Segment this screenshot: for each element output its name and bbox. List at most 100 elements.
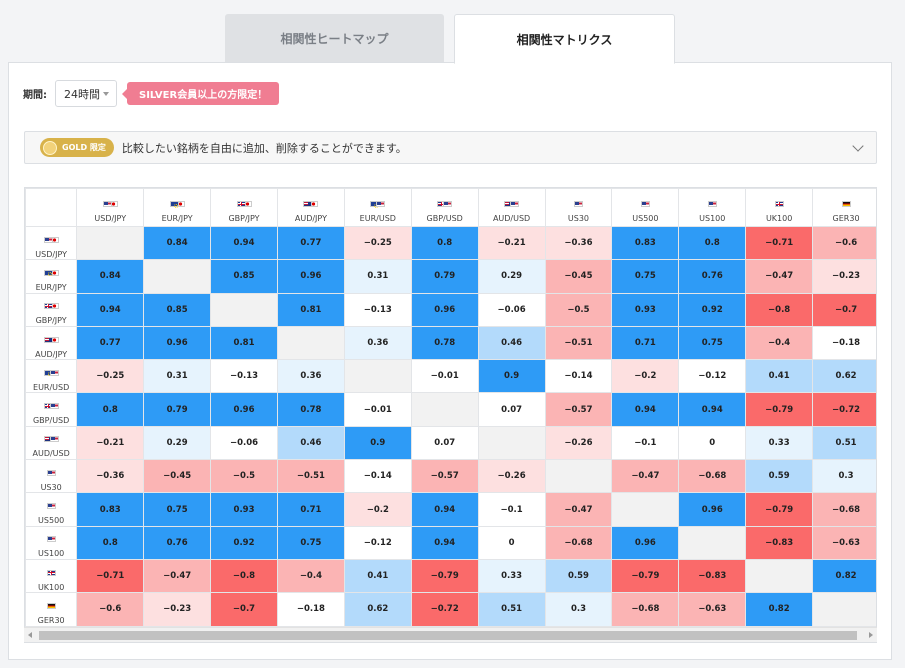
column-symbol: GBP/USD	[426, 214, 463, 223]
matrix-cell: 0.77	[76, 325, 145, 361]
flag-icon	[504, 198, 520, 207]
matrix-cell: 0.94	[410, 525, 479, 560]
matrix-cell: 0.83	[611, 225, 680, 261]
flag-icon	[640, 198, 650, 207]
matrix-cell: −0.7	[812, 292, 876, 327]
matrix-panel: 期間: 24時間 SILVER会員以上の方限定！ GOLD 限定 比較したい銘柄…	[8, 62, 892, 660]
matrix-cell: −0.25	[76, 359, 145, 394]
matrix-cell: −0.79	[745, 492, 814, 527]
correlation-table: USD/JPY EUR/JPY GBP/JPY AUD/JPY EUR/USD GBP/U…	[25, 188, 876, 627]
matrix-cell: 0.62	[343, 592, 412, 627]
matrix-cell: 0.84	[143, 225, 212, 261]
column-symbol: USD/JPY	[94, 214, 127, 223]
row-symbol: US500	[38, 516, 65, 526]
flag-icon	[303, 198, 319, 207]
matrix-cell: −0.47	[611, 459, 680, 494]
matrix-cell: −0.68	[544, 525, 613, 560]
chevron-down-icon[interactable]	[852, 140, 864, 152]
flag-icon	[236, 198, 252, 207]
flag-eu-icon	[43, 269, 53, 277]
flag-icon	[841, 198, 851, 207]
column-symbol: EUR/USD	[359, 214, 396, 223]
matrix-cell: 0.71	[276, 492, 345, 527]
matrix-cell: 0.29	[477, 259, 546, 294]
column-header: US30	[544, 188, 613, 227]
matrix-cell: 0.59	[745, 459, 814, 494]
scroll-left-icon[interactable]	[28, 632, 32, 638]
matrix-cell: 0.3	[544, 592, 613, 627]
matrix-cell: −0.47	[745, 259, 814, 294]
caret-down-icon	[103, 92, 109, 96]
horizontal-scrollbar[interactable]	[24, 627, 877, 642]
matrix-cell: −0.21	[477, 225, 546, 261]
flag-us-icon	[510, 201, 520, 207]
matrix-cell: 0.9	[343, 425, 412, 461]
period-select[interactable]: 24時間	[55, 80, 117, 107]
matrix-cell: 0.71	[611, 325, 680, 361]
flag-icon	[46, 600, 56, 609]
matrix-cell: 0.41	[745, 359, 814, 394]
row-symbol: US30	[40, 482, 62, 492]
flag-icon	[46, 533, 56, 543]
matrix-cell-self	[812, 592, 876, 627]
flag-gb-icon	[236, 201, 246, 207]
matrix-cell: −0.01	[343, 392, 412, 427]
matrix-cell: −0.21	[76, 425, 145, 461]
column-symbol: GBP/JPY	[228, 214, 260, 223]
matrix-cell-self	[143, 259, 212, 294]
period-select-value: 24時間	[64, 87, 100, 101]
matrix-cell-self	[343, 359, 412, 394]
flag-us-icon	[102, 201, 112, 207]
matrix-cell: 0.31	[143, 359, 212, 394]
matrix-cell: 0.07	[477, 392, 546, 427]
flag-us-icon	[573, 201, 583, 207]
matrix-cell: 0.46	[276, 425, 345, 461]
matrix-cell: −0.71	[745, 225, 814, 261]
row-symbol: AUD/JPY	[35, 349, 68, 359]
flag-icon	[43, 234, 59, 243]
row-header: UK100	[25, 558, 78, 594]
matrix-cell: −0.2	[343, 492, 412, 527]
flag-us-icon	[640, 201, 650, 207]
matrix-cell: 0.75	[143, 492, 212, 527]
matrix-cell: 0.84	[76, 259, 145, 294]
matrix-cell: 0.94	[76, 292, 145, 327]
matrix-cell: −0.57	[410, 459, 479, 494]
gold-badge: GOLD 限定	[40, 138, 114, 157]
matrix-cell: −0.18	[276, 592, 345, 627]
matrix-cell: 0.46	[477, 325, 546, 361]
row-header: EUR/JPY	[25, 259, 78, 294]
matrix-cell: −0.13	[343, 292, 412, 327]
gold-feature-bar[interactable]: GOLD 限定 比較したい銘柄を自由に追加、削除することができます。	[24, 131, 877, 164]
column-symbol: US30	[567, 214, 590, 223]
tab-correlation-heatmap[interactable]: 相関性ヒートマップ	[225, 14, 444, 63]
matrix-cell: −0.36	[544, 225, 613, 261]
matrix-cell: 0.85	[210, 259, 278, 294]
correlation-matrix: USD/JPY EUR/JPY GBP/JPY AUD/JPY EUR/USD GBP/U…	[24, 187, 877, 643]
matrix-cell: −0.57	[544, 392, 613, 427]
flag-us-icon	[376, 201, 386, 207]
tab-correlation-matrix[interactable]: 相関性マトリクス	[454, 14, 675, 64]
column-header: US500	[611, 188, 680, 227]
flag-au-icon	[43, 336, 53, 343]
column-header: GBP/USD	[410, 188, 479, 227]
matrix-cell: −0.7	[210, 592, 278, 627]
matrix-cell: −0.79	[745, 392, 814, 427]
column-header: AUD/USD	[477, 188, 546, 227]
matrix-cell: −0.12	[343, 525, 412, 560]
scrollbar-thumb[interactable]	[39, 631, 857, 640]
scroll-right-icon[interactable]	[869, 632, 873, 638]
matrix-cell: −0.72	[410, 592, 479, 627]
matrix-row: GBP/USD 0.8 0.79 0.96 0.78 −0.01 0.07 −0.57 0.94…	[25, 392, 876, 427]
flag-us-icon	[443, 201, 453, 207]
row-header: US30	[25, 459, 78, 494]
matrix-cell: −0.47	[143, 558, 212, 594]
matrix-cell: −0.06	[210, 425, 278, 461]
matrix-cell: 0	[678, 425, 747, 461]
matrix-cell: −0.25	[343, 225, 412, 261]
matrix-cell: 0.8	[678, 225, 747, 261]
row-symbol: USD/JPY	[35, 249, 67, 259]
row-header: AUD/JPY	[25, 325, 78, 361]
column-header: GER30	[812, 188, 876, 227]
matrix-cell: −0.26	[477, 459, 546, 494]
